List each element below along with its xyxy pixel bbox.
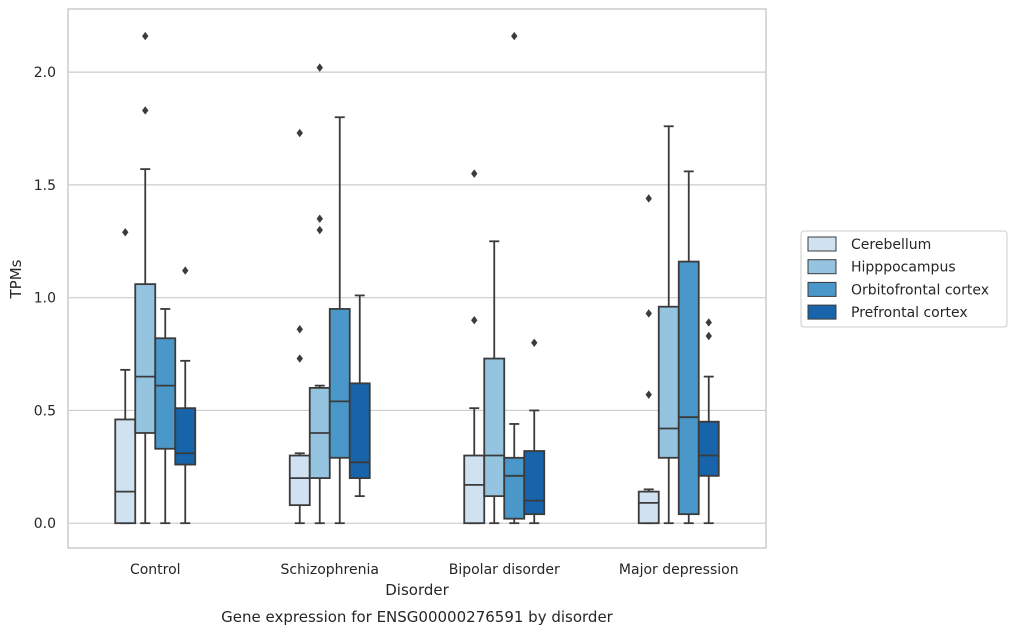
y-tick-label: 0.5 bbox=[34, 403, 56, 419]
legend-swatch bbox=[807, 304, 837, 320]
legend-label: Cerebellum bbox=[851, 237, 931, 253]
box-iqr bbox=[154, 337, 177, 450]
box-orbitofrontal-cortex bbox=[677, 170, 700, 525]
outlier-point bbox=[122, 228, 129, 237]
outlier-point bbox=[645, 390, 652, 399]
y-axis-title: TPMs bbox=[7, 259, 25, 299]
box-iqr bbox=[463, 454, 486, 525]
outlier-point bbox=[142, 106, 149, 115]
box-iqr bbox=[114, 418, 137, 525]
x-axis-ticks: Control Schizophrenia Bipolar disorder Majo… bbox=[130, 562, 739, 578]
box-orbitofrontal-cortex bbox=[328, 116, 351, 525]
legend-swatch bbox=[807, 236, 837, 252]
box-cerebellum bbox=[637, 194, 660, 525]
outlier-point bbox=[296, 354, 303, 363]
legend-frame bbox=[800, 230, 1008, 328]
y-tick-label: 1.0 bbox=[34, 291, 56, 307]
box-iqr bbox=[288, 454, 311, 507]
legend-swatch bbox=[807, 259, 837, 275]
legend: Cerebellum Hipppocampus Orbitofrontal cort… bbox=[800, 230, 1008, 328]
outlier-point bbox=[471, 169, 478, 178]
legend-label: Orbitofrontal cortex bbox=[851, 282, 989, 298]
box-iqr bbox=[677, 260, 700, 516]
outlier-point bbox=[316, 225, 323, 235]
box-hipppocampus bbox=[308, 63, 331, 525]
x-axis-title: Disorder bbox=[385, 581, 449, 599]
x-tick-label: Schizophrenia bbox=[281, 562, 379, 578]
outlier-point bbox=[511, 31, 518, 41]
outlier-point bbox=[645, 309, 652, 318]
plot-area-frame bbox=[67, 8, 767, 549]
box-iqr bbox=[483, 357, 506, 498]
box-iqr bbox=[134, 283, 157, 434]
legend-label: Hipppocampus bbox=[851, 260, 956, 276]
y-axis-ticks: 0.0 0.5 1.0 1.5 2.0 bbox=[34, 65, 56, 532]
box-orbitofrontal-cortex bbox=[154, 308, 177, 525]
box-iqr bbox=[348, 382, 371, 479]
outlier-point bbox=[705, 318, 712, 327]
box-iqr bbox=[174, 407, 197, 466]
box-hipppocampus bbox=[657, 125, 680, 525]
box-prefrontal-cortex bbox=[348, 294, 371, 498]
outlier-point bbox=[182, 266, 189, 275]
box-iqr bbox=[637, 490, 660, 525]
outlier-point bbox=[296, 128, 303, 138]
outlier-point bbox=[645, 194, 652, 203]
outlier-point bbox=[316, 214, 323, 223]
boxes bbox=[114, 31, 720, 525]
box-hipppocampus bbox=[483, 240, 506, 525]
box-cerebellum bbox=[288, 128, 311, 525]
box-iqr bbox=[697, 420, 720, 477]
x-tick-label: Control bbox=[130, 562, 181, 578]
y-tick-label: 1.5 bbox=[34, 178, 56, 194]
x-tick-label: Major depression bbox=[619, 562, 739, 578]
outlier-point bbox=[142, 31, 149, 41]
y-tick-label: 0.0 bbox=[34, 516, 56, 532]
y-tick-label: 2.0 bbox=[34, 65, 56, 81]
box-iqr bbox=[523, 450, 546, 516]
box-hipppocampus bbox=[134, 31, 157, 525]
box-prefrontal-cortex bbox=[174, 266, 197, 525]
box-prefrontal-cortex bbox=[697, 318, 720, 525]
outlier-point bbox=[705, 331, 712, 341]
box-cerebellum bbox=[463, 169, 486, 525]
chart-caption: Gene expression for ENSG00000276591 by d… bbox=[221, 608, 614, 626]
box-iqr bbox=[328, 308, 351, 459]
x-tick-label: Bipolar disorder bbox=[449, 562, 560, 578]
legend-items: Cerebellum Hipppocampus Orbitofrontal cort… bbox=[807, 236, 989, 321]
box-orbitofrontal-cortex bbox=[503, 31, 526, 525]
legend-label: Prefrontal cortex bbox=[851, 305, 968, 321]
box-iqr bbox=[657, 305, 680, 459]
outlier-point bbox=[296, 325, 303, 334]
outlier-point bbox=[471, 316, 478, 325]
legend-swatch bbox=[807, 281, 837, 297]
box-iqr bbox=[503, 456, 526, 520]
box-cerebellum bbox=[114, 228, 137, 525]
outlier-point bbox=[531, 338, 538, 347]
box-prefrontal-cortex bbox=[523, 338, 546, 525]
outlier-point bbox=[316, 63, 323, 72]
